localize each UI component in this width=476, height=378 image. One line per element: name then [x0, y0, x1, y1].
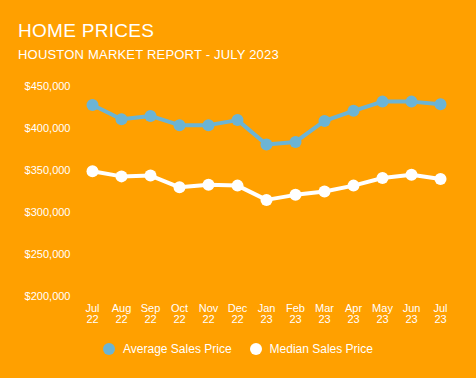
svg-text:$300,000: $300,000: [25, 206, 71, 218]
svg-text:$200,000: $200,000: [25, 290, 71, 302]
svg-text:Nov22: Nov22: [199, 302, 219, 325]
svg-text:Jul23: Jul23: [433, 302, 447, 325]
svg-text:Dec22: Dec22: [228, 302, 248, 325]
svg-text:Jun23: Jun23: [403, 302, 421, 325]
html-text:HOUSTON MARKET REPORT - JULY 2: HOUSTON MARKET REPORT - JULY 2023: [18, 47, 279, 62]
svg-text:Feb23: Feb23: [286, 302, 305, 325]
html-text:HOME PRICES: HOME PRICES: [18, 20, 155, 41]
svg-text:$250,000: $250,000: [25, 248, 71, 260]
html-text:Average Sales Price: Average Sales Price: [123, 342, 232, 356]
svg-text:May23: May23: [372, 302, 393, 325]
svg-text:Jul22: Jul22: [85, 302, 99, 325]
svg-text:Jan23: Jan23: [258, 302, 276, 325]
svg-text:$350,000: $350,000: [25, 164, 71, 176]
svg-text:Apr23: Apr23: [345, 302, 362, 325]
svg-text:Aug22: Aug22: [112, 302, 132, 325]
svg-text:$400,000: $400,000: [25, 122, 71, 134]
svg-text:$450,000: $450,000: [25, 80, 71, 92]
svg-text:Sep22: Sep22: [141, 302, 161, 325]
svg-text:Oct22: Oct22: [171, 302, 188, 325]
html-text:Median Sales Price: Median Sales Price: [269, 342, 373, 356]
svg-text:Mar23: Mar23: [315, 302, 334, 325]
